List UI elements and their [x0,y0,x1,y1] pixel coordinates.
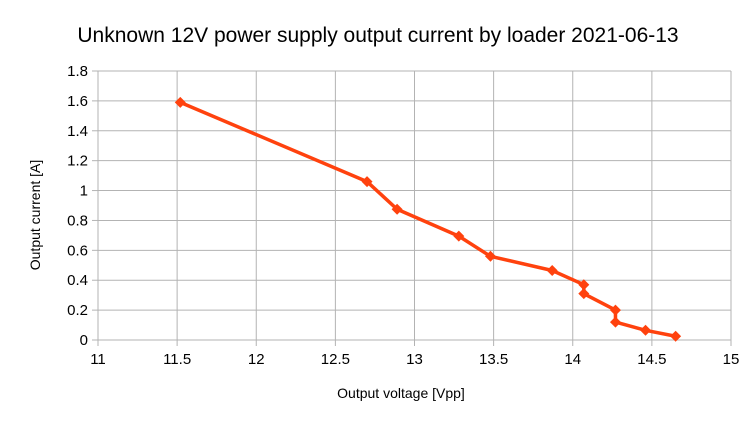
data-series [174,96,682,342]
series-line [178,100,678,339]
data-point-marker [609,304,621,316]
data-point-marker [609,316,621,328]
y-tick-label: 0.8 [67,212,88,229]
x-tick-label: 12.5 [321,351,350,368]
y-axis-label: Output current [A] [27,160,43,271]
data-point-marker [361,176,373,188]
data-point-marker [174,96,186,108]
y-tick-label: 1.8 [67,63,88,80]
chart-title: Unknown 12V power supply output current … [77,24,678,47]
data-point-marker [391,203,403,215]
x-tick-label: 12 [248,351,265,368]
y-tick-label: 0.4 [67,272,88,289]
data-point-marker [640,324,652,336]
y-tick-label: 0.2 [67,302,88,319]
data-point-marker [546,265,558,277]
data-point-marker [670,330,682,342]
x-tick-label: 14 [564,351,581,368]
data-point-marker [578,279,590,291]
y-tick-label: 0.6 [67,242,88,259]
data-point-marker [578,288,590,300]
y-tick-label: 1.6 [67,93,88,110]
y-tick-label: 1.4 [67,123,88,140]
y-tick-label: 1 [80,183,88,200]
tick-labels: 11 11.5 12 12.5 13 13.5 14 14.5 15 0 0.2 0.4 0.6 0.8 1… [67,63,739,368]
x-tick-label: 11.5 [163,351,191,368]
axes [92,70,732,346]
x-tick-label: 14.5 [637,351,666,368]
x-tick-label: 15 [723,351,740,368]
x-tick-label: 13.5 [479,351,508,368]
x-axis-label: Output voltage [Vpp] [337,385,465,401]
gridlines [97,70,732,341]
y-tick-label: 1.2 [67,153,88,170]
data-point-marker [453,230,465,242]
y-tick-label: 0 [80,332,88,349]
x-tick-label: 13 [406,351,423,368]
data-point-marker [484,250,496,262]
x-tick-label: 11 [90,351,106,368]
